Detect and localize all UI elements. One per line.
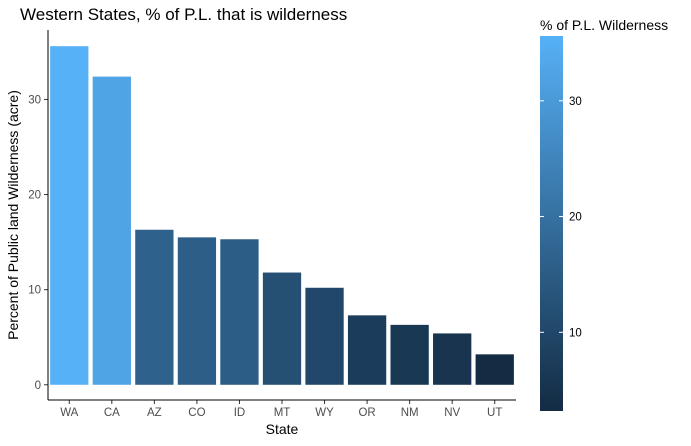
bar-id: [220, 239, 259, 385]
y-ticks-layer: 0 10 20 30: [28, 94, 48, 392]
x-tick-label: WA: [60, 407, 78, 419]
y-tick-label: 10: [28, 285, 41, 297]
bar-mt: [262, 272, 302, 385]
bar-ut: [475, 354, 514, 385]
bar-co: [177, 237, 217, 385]
bar-wy: [305, 287, 344, 385]
bars-layer: [50, 46, 514, 385]
bar-nv: [433, 333, 472, 385]
y-axis-label: Percent of Public land Wilderness (acre): [5, 90, 21, 340]
bar-nm: [390, 324, 429, 385]
x-tick-label: CA: [104, 407, 120, 419]
legend-title: % of P.L. Wilderness: [540, 17, 668, 33]
x-tick-label: NM: [401, 407, 419, 419]
x-tick-label: CO: [188, 407, 205, 419]
chart-title: Western States, % of P.L. that is wilder…: [20, 5, 347, 24]
y-tick-label: 30: [28, 94, 41, 106]
bar-or: [347, 315, 387, 385]
x-tick-label: ID: [234, 407, 246, 419]
color-legend: % of P.L. Wilderness 10 20 30: [540, 17, 668, 411]
bar-wa: [50, 46, 89, 385]
x-tick-label: WY: [315, 407, 334, 419]
legend-tick-label: 30: [569, 96, 582, 108]
x-ticks-layer: WA CA AZ CO ID MT WY OR NM NV UT: [60, 400, 502, 419]
x-tick-label: OR: [358, 407, 375, 419]
bar-ca: [92, 76, 131, 385]
x-tick-label: MT: [274, 407, 291, 419]
legend-ticks-layer: 10 20 30: [540, 96, 582, 339]
x-tick-label: NV: [444, 407, 460, 419]
x-axis-label: State: [266, 421, 299, 437]
bar-az: [135, 229, 174, 385]
legend-tick-label: 20: [569, 212, 582, 224]
x-tick-label: AZ: [147, 407, 162, 419]
legend-tick-label: 10: [569, 327, 582, 339]
x-tick-label: UT: [487, 407, 502, 419]
y-tick-label: 0: [35, 380, 41, 392]
y-tick-label: 20: [28, 190, 41, 202]
legend-colorbar: [540, 36, 563, 411]
